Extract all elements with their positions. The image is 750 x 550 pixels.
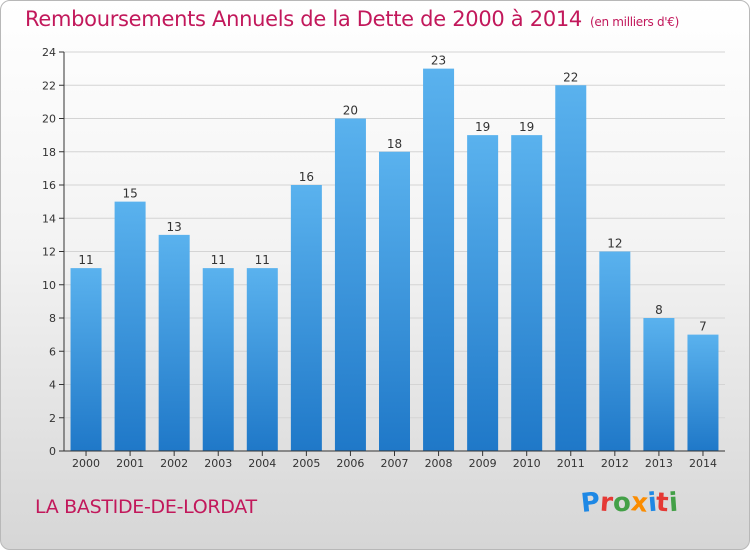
bar-2005 xyxy=(290,185,322,451)
bar-value-label: 15 xyxy=(122,187,137,201)
x-tick-label: 2011 xyxy=(557,457,585,470)
bars: 11 15 13 11 11 16 20 18 23 19 19 22 12 8 7 xyxy=(70,54,719,451)
y-tick-label: 24 xyxy=(42,46,56,59)
y-tick-label: 10 xyxy=(42,279,56,292)
bar-value-label: 11 xyxy=(255,253,270,267)
x-tick-label: 2008 xyxy=(425,457,453,470)
bar-value-label: 12 xyxy=(607,237,622,251)
bar-2008 xyxy=(423,68,455,451)
y-tick-label: 8 xyxy=(49,312,56,325)
x-tick-label: 2009 xyxy=(469,457,497,470)
title-unit: (en milliers d'€) xyxy=(590,15,680,29)
bar-2010 xyxy=(511,135,543,451)
y-tick-label: 18 xyxy=(42,146,56,159)
bar-value-label: 19 xyxy=(475,120,490,134)
x-tick-label: 2005 xyxy=(292,457,320,470)
y-tick-label: 6 xyxy=(49,345,56,358)
x-tick-label: 2014 xyxy=(689,457,717,470)
y-tick-label: 2 xyxy=(49,412,56,425)
y-tick-label: 20 xyxy=(42,113,56,126)
bar-2014 xyxy=(687,334,719,451)
bar-2009 xyxy=(467,135,499,451)
x-tick-label: 2000 xyxy=(72,457,100,470)
y-tick-label: 14 xyxy=(42,212,56,225)
bar-value-label: 19 xyxy=(519,120,534,134)
x-tick-label: 2006 xyxy=(336,457,364,470)
title-text: Remboursements Annuels de la Dette de 20… xyxy=(25,7,582,31)
y-tick-label: 16 xyxy=(42,179,56,192)
y-tick-label: 0 xyxy=(49,445,56,458)
x-tick-label: 2003 xyxy=(204,457,232,470)
bar-2011 xyxy=(555,85,587,451)
x-tick-label: 2002 xyxy=(160,457,188,470)
bar-2002 xyxy=(158,234,190,451)
bar-2013 xyxy=(643,318,675,451)
bar-value-label: 13 xyxy=(167,220,182,234)
chart-title: Remboursements Annuels de la Dette de 20… xyxy=(25,7,679,31)
x-tick-label: 2004 xyxy=(248,457,276,470)
bar-value-label: 8 xyxy=(655,303,663,317)
bar-value-label: 18 xyxy=(387,137,402,151)
bar-value-label: 22 xyxy=(563,70,578,84)
proxiti-logo: Proxiti xyxy=(579,487,679,519)
x-tick-label: 2007 xyxy=(381,457,409,470)
bar-2003 xyxy=(202,268,234,451)
bar-value-label: 20 xyxy=(343,104,358,118)
bar-2001 xyxy=(114,201,146,451)
bar-value-label: 23 xyxy=(431,54,446,68)
logo-letter: i xyxy=(667,487,679,519)
bar-2012 xyxy=(599,251,631,451)
x-tick-label: 2010 xyxy=(513,457,541,470)
bar-2004 xyxy=(246,268,278,451)
y-tick-label: 22 xyxy=(42,79,56,92)
bar-value-label: 11 xyxy=(211,253,226,267)
x-tick-label: 2012 xyxy=(601,457,629,470)
bar-2000 xyxy=(70,268,102,451)
bar-2006 xyxy=(334,118,366,451)
commune-name: LA BASTIDE-DE-LORDAT xyxy=(35,496,257,518)
bar-value-label: 16 xyxy=(299,170,314,184)
y-tick-label: 4 xyxy=(49,379,56,392)
bar-2007 xyxy=(379,151,410,451)
x-tick-label: 2001 xyxy=(116,457,144,470)
x-tick-label: 2013 xyxy=(645,457,673,470)
y-tick-label: 12 xyxy=(42,246,56,259)
bar-value-label: 11 xyxy=(78,253,93,267)
bar-value-label: 7 xyxy=(699,320,707,334)
logo-letter: o xyxy=(612,487,632,519)
